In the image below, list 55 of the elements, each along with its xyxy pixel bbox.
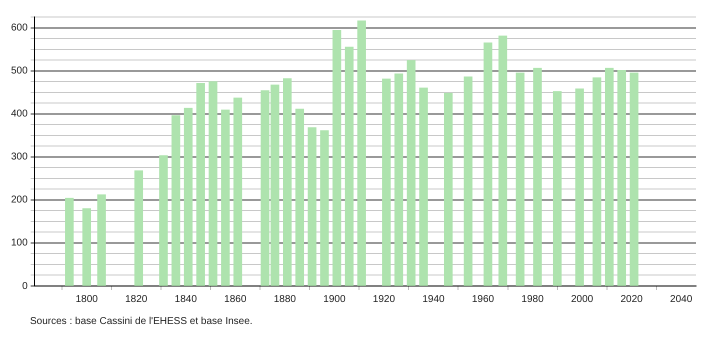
x-tick-label: 2000 (570, 294, 594, 305)
bar (394, 73, 404, 286)
y-tick-label: 100 (10, 238, 28, 249)
x-tick-label: 1980 (521, 294, 544, 305)
x-tick-label: 1900 (323, 294, 346, 305)
bar (464, 76, 472, 286)
x-tick-label: 1880 (274, 294, 296, 305)
bar (172, 115, 180, 286)
bar (221, 110, 230, 286)
bar (344, 46, 354, 286)
bar (406, 60, 416, 286)
y-tick-label: 0 (22, 280, 28, 292)
bar (184, 108, 193, 286)
y-tick-label: 200 (10, 194, 28, 206)
bar (484, 42, 492, 286)
y-tick-label: 400 (10, 108, 28, 120)
x-tick-label: 1940 (422, 294, 446, 305)
bar (575, 88, 584, 286)
bar (444, 92, 453, 286)
bar (295, 108, 304, 286)
x-tick-label: 1800 (76, 294, 98, 305)
bar (65, 198, 74, 286)
bar (308, 127, 316, 286)
bar (419, 88, 428, 286)
bar (498, 36, 508, 286)
bar (630, 72, 638, 286)
bar (357, 20, 366, 286)
y-tick-label: 300 (10, 152, 28, 163)
bar (82, 208, 92, 286)
bar (196, 82, 205, 286)
y-tick-label: 500 (10, 66, 28, 77)
bar (382, 78, 391, 286)
x-tick-label: 2040 (670, 294, 693, 305)
y-tick-label: 600 (10, 22, 28, 34)
bar (282, 78, 292, 286)
x-tick-label: 1920 (372, 294, 396, 305)
x-tick-label: 1960 (472, 294, 495, 305)
bar (134, 170, 144, 286)
bar (332, 30, 342, 286)
bar (159, 155, 168, 286)
bar (97, 194, 106, 286)
bar (592, 77, 602, 286)
x-tick-label: 1820 (125, 294, 148, 305)
bar (552, 91, 562, 286)
x-tick-label: 1840 (174, 294, 198, 305)
bar (617, 70, 626, 286)
source-note: Sources : base Cassini de l'EHESS et base Insee. (30, 316, 254, 327)
bar (320, 130, 329, 286)
x-tick-label: 2020 (620, 294, 644, 305)
bar (233, 98, 242, 286)
bar (516, 72, 524, 286)
bar (604, 68, 614, 286)
bar (208, 81, 218, 286)
bar (533, 68, 542, 286)
x-tick-label: 1860 (224, 294, 247, 305)
